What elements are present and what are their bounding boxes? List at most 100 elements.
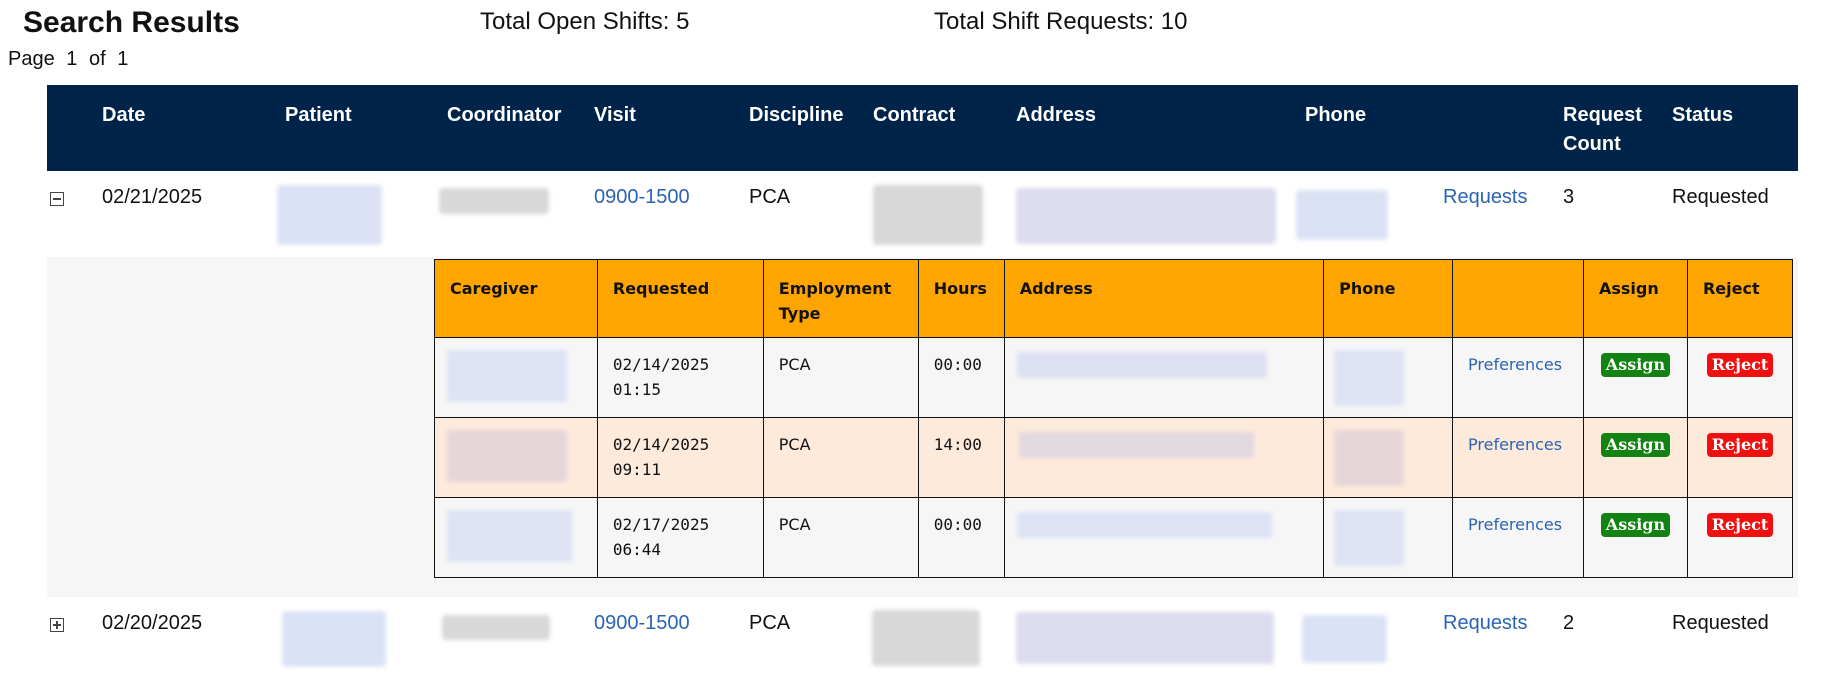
employment-type-cell: PCA [762,497,919,578]
phone-cell [1323,417,1453,498]
employment-type-cell: PCA [762,337,919,418]
paging-prefix: Page [8,48,55,70]
assign-cell: Assign [1582,337,1688,418]
address-cell [1003,417,1325,498]
col-preferences [1452,259,1584,338]
status-text: Requested [1672,186,1769,208]
address-redacted [1016,612,1274,664]
request-count: 2 [1563,612,1575,634]
phone-redacted [1334,350,1405,406]
address-cell [1003,497,1325,578]
caregiver-cell [434,337,598,418]
col-reject: Reject [1686,259,1794,338]
phone-cell [1323,337,1453,418]
col-sub-address: Address [1003,259,1325,338]
contract-redacted [873,185,983,245]
reject-cell: Reject [1686,497,1794,578]
preferences-link[interactable]: Preferences [1468,435,1563,454]
requests-link[interactable]: Requests [1443,186,1528,208]
col-requested: Requested [596,259,764,338]
hours-cell: 00:00 [917,337,1005,418]
col-contract: Contract [873,104,956,126]
preferences-link[interactable]: Preferences [1468,355,1563,374]
row-discipline: PCA [749,612,791,634]
phone-redacted [1302,615,1387,663]
preferences-link[interactable]: Preferences [1468,515,1563,534]
table-row: 02/17/2025 06:44 PCA 00:00 Preferences A… [434,497,1794,578]
request-count: 3 [1563,186,1575,208]
shift-requests-table: Caregiver Requested Employment Type Hour… [434,259,1794,578]
paging-current: 1 [66,48,78,70]
hours-cell: 00:00 [917,497,1005,578]
paging-total: 1 [117,48,129,70]
col-coordinator: Coordinator [447,104,562,126]
address-cell [1003,337,1325,418]
col-request-count: Request Count [1563,104,1642,155]
total-shift-requests: Total Shift Requests: 10 [934,8,1188,35]
reject-cell: Reject [1686,337,1794,418]
assign-button[interactable]: Assign [1600,433,1671,457]
col-sub-phone: Phone [1323,259,1453,338]
phone-redacted [1334,430,1405,486]
caregiver-name-redacted [447,510,572,562]
col-hours: Hours [917,259,1005,338]
coordinator-redacted [442,615,550,640]
sub-table-header: Caregiver Requested Employment Type Hour… [434,259,1794,338]
address-redacted [1016,352,1267,378]
reject-cell: Reject [1686,417,1794,498]
status-text: Requested [1672,612,1769,634]
col-date: Date [102,104,146,126]
caregiver-name-redacted [447,430,567,482]
col-status: Status [1672,104,1734,126]
phone-redacted [1296,190,1388,240]
expand-icon[interactable] [50,618,64,632]
address-redacted [1018,432,1254,458]
coordinator-redacted [439,188,549,214]
contract-redacted [872,610,980,666]
hours-cell: 14:00 [917,417,1005,498]
table-row: 02/14/2025 01:15 PCA 00:00 Preferences A… [434,337,1794,418]
visit-link[interactable]: 0900-1500 [594,612,690,634]
col-caregiver: Caregiver [434,259,598,338]
preferences-cell: Preferences [1452,337,1584,418]
caregiver-cell [434,417,598,498]
col-discipline: Discipline [749,104,844,126]
assign-cell: Assign [1582,417,1688,498]
col-employment-type: Employment Type [762,259,919,338]
pagination: Page 1 of 1 [8,48,134,71]
assign-button[interactable]: Assign [1600,513,1671,537]
patient-name-redacted [282,611,386,667]
table-row: 02/14/2025 09:11 PCA 14:00 Preferences A… [434,417,1794,498]
col-phone: Phone [1305,104,1367,126]
requested-cell: 02/17/2025 06:44 [596,497,764,578]
reject-button[interactable]: Reject [1706,433,1774,457]
paging-of: of [88,48,106,70]
assign-button[interactable]: Assign [1600,353,1671,377]
address-redacted [1016,188,1276,244]
page-title: Search Results [23,6,240,39]
row-discipline: PCA [749,186,791,208]
address-redacted [1016,512,1272,538]
preferences-cell: Preferences [1452,497,1584,578]
requests-link[interactable]: Requests [1443,612,1528,634]
col-address: Address [1016,104,1097,126]
reject-button[interactable]: Reject [1706,353,1774,377]
col-patient: Patient [285,104,352,126]
requested-cell: 02/14/2025 09:11 [596,417,764,498]
collapse-icon[interactable] [50,192,64,206]
assign-cell: Assign [1582,497,1688,578]
total-open-shifts: Total Open Shifts: 5 [480,8,690,35]
phone-redacted [1334,510,1405,566]
reject-button[interactable]: Reject [1706,513,1774,537]
row-date: 02/21/2025 [102,186,203,208]
employment-type-cell: PCA [762,417,919,498]
col-assign: Assign [1582,259,1688,338]
results-table-header: Date Patient Coordinator Visit Disciplin… [47,85,1798,171]
caregiver-name-redacted [447,350,567,402]
patient-name-redacted [277,185,382,245]
row-date: 02/20/2025 [102,612,203,634]
preferences-cell: Preferences [1452,417,1584,498]
phone-cell [1323,497,1453,578]
visit-link[interactable]: 0900-1500 [594,186,690,208]
caregiver-cell [434,497,598,578]
